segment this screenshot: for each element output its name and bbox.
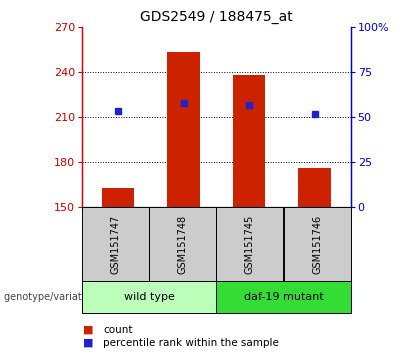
Text: percentile rank within the sample: percentile rank within the sample <box>103 338 279 348</box>
Text: wild type: wild type <box>123 292 175 302</box>
Bar <box>298 168 331 207</box>
Text: ■: ■ <box>83 338 94 348</box>
Bar <box>102 188 134 207</box>
Text: GSM151746: GSM151746 <box>312 215 322 274</box>
Text: count: count <box>103 325 132 335</box>
Title: GDS2549 / 188475_at: GDS2549 / 188475_at <box>140 10 293 24</box>
Text: GSM151748: GSM151748 <box>178 215 188 274</box>
Text: GSM151745: GSM151745 <box>245 215 255 274</box>
Text: daf-19 mutant: daf-19 mutant <box>244 292 323 302</box>
Text: ■: ■ <box>83 325 94 335</box>
Bar <box>167 52 200 207</box>
Bar <box>233 75 265 207</box>
Text: GSM151747: GSM151747 <box>110 215 121 274</box>
Text: genotype/variation ▶: genotype/variation ▶ <box>4 292 108 302</box>
